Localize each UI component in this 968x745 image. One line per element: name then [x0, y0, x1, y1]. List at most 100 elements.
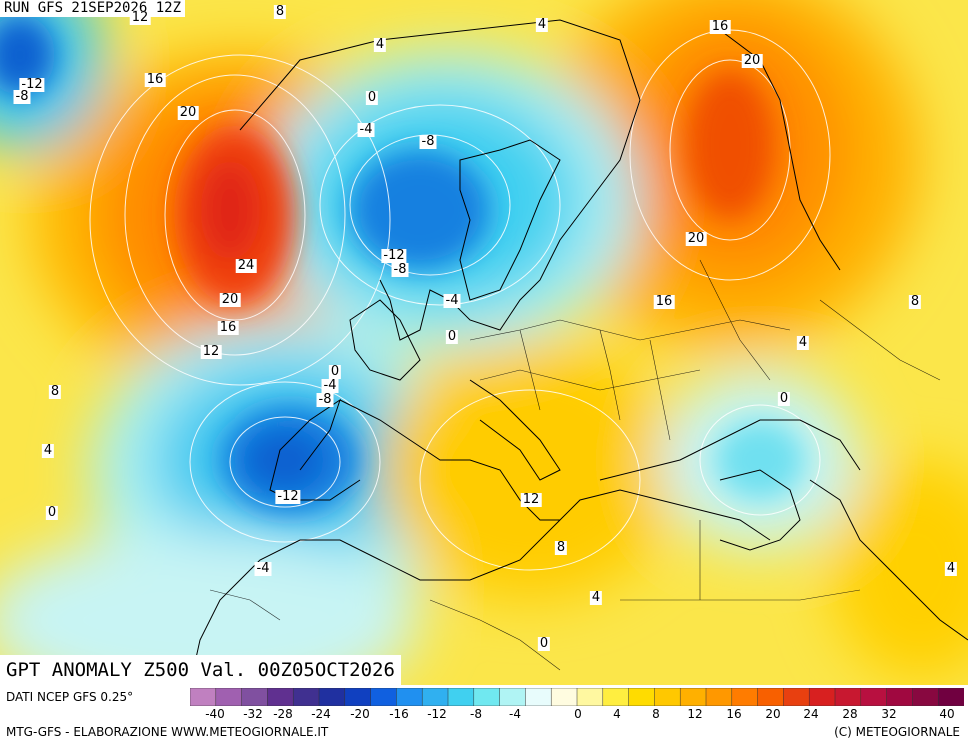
contour-label: 20 [685, 231, 707, 246]
map-panel: RUN GFS 21SEP2026 12Z 12 8 4 4 16 20 16 … [0, 0, 968, 685]
contour-label: 20 [177, 105, 199, 120]
colorbar-tick-label: -32 [243, 707, 263, 721]
colorbar-ticks: -40 -32 -28 -24 -20 -16 -12 -8 -4 0 4 8 12 16 20 24 28 32… [190, 707, 964, 723]
colorbar-swatch [318, 688, 346, 706]
colorbar-swatch [370, 688, 398, 706]
colorbar-swatch [576, 688, 604, 706]
contour-label: 16 [653, 294, 675, 309]
run-header: RUN GFS 21SEP2026 12Z [0, 0, 186, 17]
contour-label: 0 [365, 90, 379, 105]
contour-label: -12 [381, 248, 407, 263]
contour-label: 0 [777, 391, 791, 406]
colorbar-tick-label: -28 [273, 707, 293, 721]
colorbar-swatch [344, 688, 372, 706]
map-title: GPT ANOMALY Z500 Val. 00Z05OCT2026 [0, 655, 401, 685]
contour-label: 20 [219, 292, 241, 307]
contour-label: 20 [741, 53, 763, 68]
colorbar-swatch [886, 688, 914, 706]
colorbar-swatch [267, 688, 294, 706]
contour-label: 4 [796, 335, 810, 350]
colorbar-tick-label: -12 [427, 707, 447, 721]
contour-label: 12 [520, 492, 542, 507]
colorbar-swatch [499, 688, 527, 706]
contour-label: 8 [273, 4, 287, 19]
colorbar-tick-label: 28 [842, 707, 858, 721]
colorbar-tick-label: -24 [311, 707, 331, 721]
colorbar-swatch [292, 688, 320, 706]
colorbar-swatch [396, 688, 423, 706]
colorbar-swatch [808, 688, 836, 706]
colorbar-swatch [679, 688, 707, 706]
colorbar [190, 688, 964, 706]
colorbar-swatch [525, 688, 552, 706]
contour-label: 24 [235, 258, 257, 273]
contour-label: 4 [373, 37, 387, 52]
footer-credit: MTG-GFS - ELABORAZIONE WWW.METEOGIORNALE… [6, 725, 329, 739]
contour-label: 0 [537, 636, 551, 651]
colorbar-swatch [860, 688, 888, 706]
colorbar-tick-label: -40 [205, 707, 225, 721]
colorbar-swatch [834, 688, 862, 706]
colorbar-tick-label: 16 [726, 707, 742, 721]
colorbar-tick-label: -16 [389, 707, 409, 721]
contour-label: 8 [48, 384, 62, 399]
colorbar-swatch [731, 688, 759, 706]
contour-label: -12 [275, 489, 301, 504]
colorbar-tick-label: 4 [613, 707, 621, 721]
contour-label: 12 [129, 10, 151, 25]
colorbar-tick-label: -20 [350, 707, 370, 721]
contour-label: 4 [589, 590, 603, 605]
colorbar-swatch [912, 688, 939, 706]
colorbar-swatch [215, 688, 243, 706]
contour-label: 0 [45, 505, 59, 520]
colorbar-tick-label: -8 [470, 707, 482, 721]
colorbar-tick-label: -4 [509, 707, 521, 721]
coastlines [189, 19, 968, 685]
colorbar-tick-label: 32 [881, 707, 897, 721]
contour-label: -8 [316, 392, 334, 407]
contour-label: 8 [908, 294, 922, 309]
contour-label: 4 [944, 561, 958, 576]
copyright: (C) METEOGIORNALE [834, 725, 960, 739]
contour-label: 16 [217, 320, 239, 335]
contour-label: 16 [709, 19, 731, 34]
contour-label: -4 [321, 378, 339, 393]
legend: DATI NCEP GFS 0.25° -40 -32 -28 -24 -20 -16 -1… [0, 685, 968, 745]
anomaly-map [0, 0, 968, 685]
contour-label: 0 [445, 329, 459, 344]
colorbar-tick-label: 0 [574, 707, 582, 721]
contour-label: -4 [443, 293, 461, 308]
colorbar-tick-label: 20 [765, 707, 781, 721]
colorbar-swatch [447, 688, 475, 706]
colorbar-tick-label: 24 [803, 707, 819, 721]
contour-label: -12 [19, 77, 45, 92]
colorbar-swatch [628, 688, 656, 706]
colorbar-swatch [705, 688, 733, 706]
borders [209, 259, 941, 671]
colorbar-tick-label: 12 [687, 707, 703, 721]
contour-label: 4 [41, 443, 55, 458]
contour-label: -8 [13, 89, 31, 104]
colorbar-swatch [654, 688, 681, 706]
colorbar-swatch [937, 688, 964, 706]
colorbar-tick-label: 8 [652, 707, 660, 721]
colorbar-tick-label: 40 [939, 707, 955, 721]
colorbar-swatch [190, 688, 217, 706]
contour-label: 0 [328, 364, 342, 379]
colorbar-swatch [602, 688, 630, 706]
colorbar-swatch [241, 688, 269, 706]
colorbar-swatch [473, 688, 501, 706]
contour-lines [89, 29, 831, 571]
contour-label: -8 [419, 134, 437, 149]
contour-label: -4 [357, 122, 375, 137]
anomaly-field [0, 0, 968, 685]
contour-label: -4 [254, 561, 272, 576]
contour-label: 16 [144, 72, 166, 87]
colorbar-swatch [783, 688, 810, 706]
colorbar-swatch [550, 688, 578, 706]
contour-label: 8 [554, 540, 568, 555]
colorbar-swatch [421, 688, 449, 706]
data-source: DATI NCEP GFS 0.25° [6, 690, 134, 704]
contour-label: 12 [200, 344, 222, 359]
anomaly-cores [0, 15, 805, 515]
